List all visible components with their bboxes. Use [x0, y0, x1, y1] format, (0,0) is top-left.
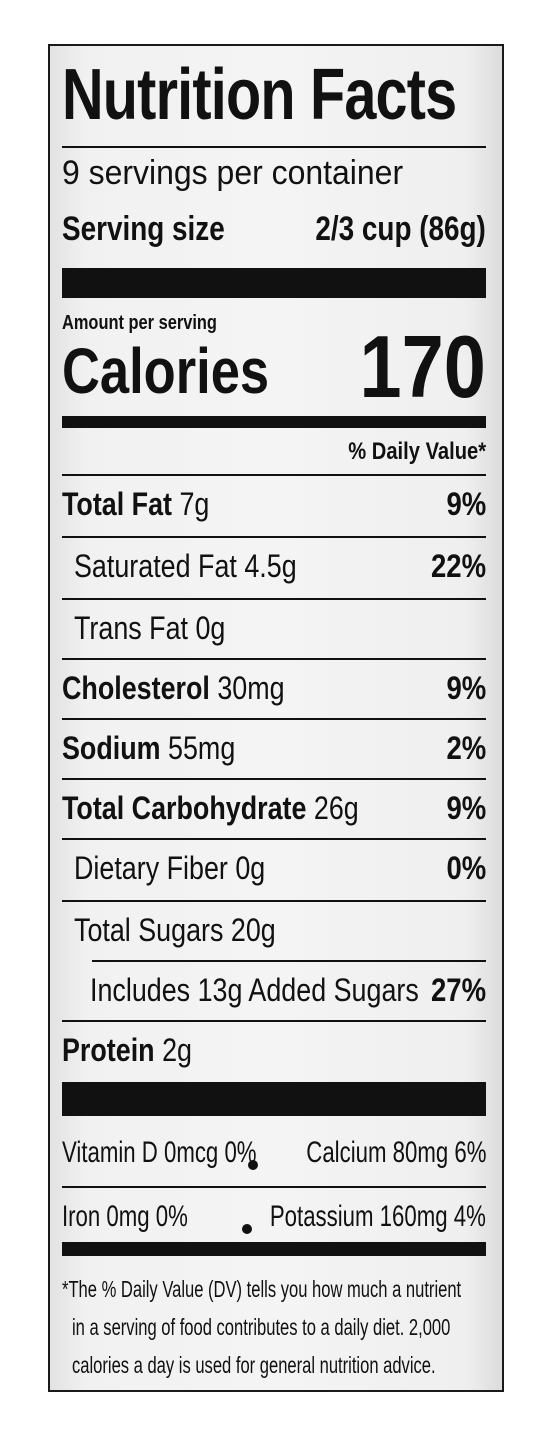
nutrient-amount: 7g — [179, 486, 210, 522]
nutrient-amount: Includes 13g Added Sugars — [90, 972, 419, 1008]
divider — [62, 718, 486, 720]
nutrient-row-trans-fat: Trans Fat 0g — [62, 602, 486, 662]
nutrient-amount: 26g — [313, 790, 359, 826]
divider — [62, 658, 486, 660]
potassium: Potassium 160mg 4% — [270, 1200, 486, 1233]
bullet — [248, 1156, 258, 1174]
daily-value-header: % Daily Value* — [348, 438, 486, 465]
nutrient-dv: 22% — [430, 548, 486, 584]
nutrient-amount: 2g — [162, 1032, 192, 1068]
nutrient-amount: 30mg — [217, 670, 285, 706]
medium-divider — [62, 416, 486, 428]
divider — [92, 960, 486, 962]
nutrient-dv: 9% — [446, 486, 486, 522]
divider — [62, 778, 486, 780]
amount-per-serving: Amount per serving — [62, 312, 217, 334]
divider — [62, 1186, 486, 1188]
thick-divider — [62, 1082, 486, 1116]
nutrient-name: Sodium — [62, 730, 161, 766]
calories-label: Calories — [62, 335, 270, 407]
nutrient-row-total-fat: Total Fat 7g 9% — [62, 478, 486, 538]
nutrient-row-total-carbohydrate: Total Carbohydrate 26g 9% — [62, 782, 486, 842]
label-title: Nutrition Facts — [62, 55, 457, 135]
nutrient-name: Total Carbohydrate — [62, 790, 307, 826]
nutrient-amount: Total Sugars 20g — [74, 912, 276, 948]
nutrient-dv: 9% — [446, 670, 486, 706]
nutrient-row-total-sugars: Total Sugars 20g — [62, 904, 486, 964]
nutrient-amount: Saturated Fat 4.5g — [74, 548, 297, 584]
servings-per-container: 9 servings per container — [62, 154, 404, 192]
serving-size-label: Serving size — [62, 210, 225, 248]
nutrient-amount: Trans Fat 0g — [74, 610, 226, 646]
nutrient-dv: 27% — [430, 972, 486, 1008]
nutrient-row-saturated-fat: Saturated Fat 4.5g 22% — [62, 540, 486, 600]
bullet — [242, 1220, 252, 1238]
divider — [62, 838, 486, 840]
nutrient-amount: Dietary Fiber 0g — [74, 850, 266, 886]
vitamins-row-1: Vitamin D 0mcg 0% Calcium 80mg 6% — [62, 1126, 486, 1186]
nutrient-name: Cholesterol — [62, 670, 210, 706]
nutrient-dv: 9% — [446, 790, 486, 826]
medium-divider — [62, 1242, 486, 1256]
footnote-line: *The % Daily Value (DV) tells you how mu… — [62, 1276, 462, 1302]
calcium: Calcium 80mg 6% — [305, 1136, 486, 1169]
nutrient-name: Protein — [62, 1032, 155, 1068]
nutrient-row-added-sugars: Includes 13g Added Sugars 27% — [62, 964, 486, 1024]
nutrient-dv: 2% — [446, 730, 486, 766]
divider — [62, 900, 486, 902]
footnote: *The % Daily Value (DV) tells you how mu… — [62, 1270, 492, 1384]
serving-size-value: 2/3 cup (86g) — [315, 210, 486, 248]
calories-value: 170 — [359, 317, 486, 416]
vitamin-d: Vitamin D 0mcg 0% — [62, 1136, 257, 1169]
divider — [62, 474, 486, 476]
nutrient-row-sodium: Sodium 55mg 2% — [62, 722, 486, 782]
nutrient-row-dietary-fiber: Dietary Fiber 0g 0% — [62, 842, 486, 902]
nutrient-amount: 55mg — [168, 730, 236, 766]
divider — [62, 598, 486, 600]
footnote-line: calories a day is used for general nutri… — [72, 1352, 436, 1378]
thick-divider — [62, 268, 486, 298]
footnote-line: in a serving of food contributes to a da… — [72, 1314, 451, 1340]
nutrient-dv: 0% — [446, 850, 486, 886]
divider — [62, 536, 486, 538]
nutrient-row-protein: Protein 2g — [62, 1024, 486, 1084]
divider — [62, 1020, 486, 1022]
divider — [62, 146, 486, 148]
nutrient-row-cholesterol: Cholesterol 30mg 9% — [62, 662, 486, 722]
nutrient-name: Total Fat — [62, 486, 173, 522]
iron: Iron 0mg 0% — [62, 1200, 188, 1233]
vitamins-row-2: Iron 0mg 0% Potassium 160mg 4% — [62, 1190, 486, 1250]
nutrition-facts-label: Nutrition Facts 9 servings per container… — [48, 44, 504, 1392]
